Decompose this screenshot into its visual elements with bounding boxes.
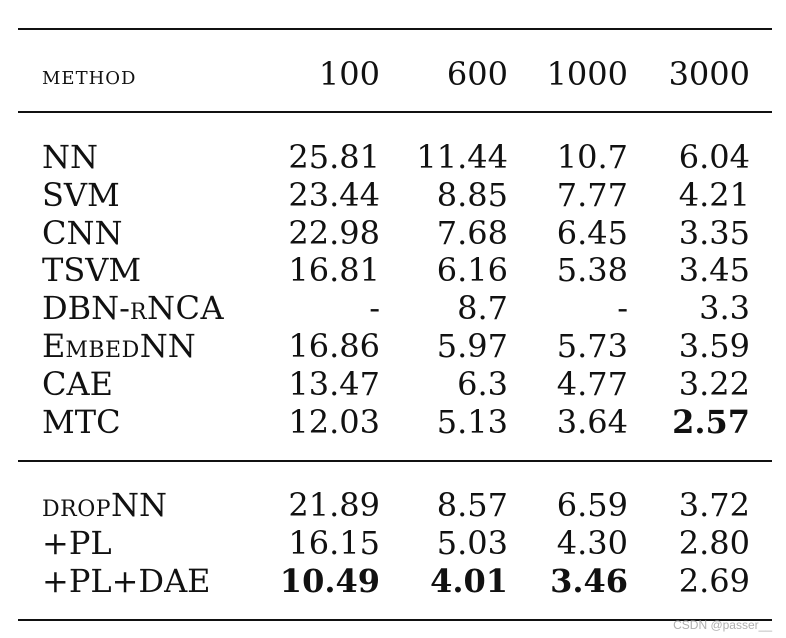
method-part: NN	[139, 327, 196, 365]
cell-600: 6.16	[436, 251, 508, 289]
row-method: +PL+DAE	[42, 562, 211, 600]
row-method: DBN-rNCA	[42, 289, 224, 327]
cell-100: 25.81	[288, 138, 380, 176]
cell-1000: 10.7	[556, 138, 628, 176]
row-method: MTC	[42, 403, 121, 441]
method-part: DBN-	[42, 289, 130, 327]
cell-3000: 3.35	[678, 214, 750, 252]
cell-1000: 6.45	[556, 214, 628, 252]
row-method: +PL	[42, 524, 112, 562]
cell-600: 8.85	[436, 176, 508, 214]
cell-600-best: 4.01	[430, 562, 508, 600]
cell-3000: 6.04	[678, 138, 750, 176]
method-part: NN	[111, 486, 168, 524]
cell-3000: 2.69	[678, 562, 750, 600]
cell-600: 6.3	[457, 365, 508, 403]
method-part-smallcaps: rNCA	[129, 289, 225, 327]
cell-100: 22.98	[288, 214, 380, 252]
cell-1000-best: 3.46	[550, 562, 628, 600]
top-rule	[18, 28, 772, 30]
header-rule	[18, 111, 772, 113]
group-rule	[18, 460, 772, 462]
cell-3000: 3.59	[678, 327, 750, 365]
cell-600: 11.44	[416, 138, 508, 176]
header-col-600: 600	[446, 55, 508, 93]
cell-100: -	[369, 289, 380, 327]
cell-3000-best: 2.57	[672, 403, 750, 441]
cell-1000: 4.77	[556, 365, 628, 403]
cell-600: 7.68	[436, 214, 508, 252]
cell-100: 13.47	[288, 365, 380, 403]
row-method: NN	[42, 138, 98, 176]
cell-600: 5.13	[436, 403, 508, 441]
row-method: SVM	[42, 176, 120, 214]
cell-3000: 4.21	[678, 176, 750, 214]
cell-1000: 5.73	[556, 327, 628, 365]
cell-1000: 5.38	[556, 251, 628, 289]
method-part-smallcaps: mbed	[65, 327, 140, 365]
cell-1000: 6.59	[556, 486, 628, 524]
row-method: dropNN	[42, 486, 167, 524]
cell-3000: 3.22	[678, 365, 750, 403]
cell-100: 16.81	[288, 251, 380, 289]
cell-100-best: 10.49	[279, 562, 380, 600]
cell-1000: -	[617, 289, 628, 327]
cell-3000: 3.3	[699, 289, 750, 327]
cell-600: 8.7	[457, 289, 508, 327]
cell-100: 16.15	[288, 524, 380, 562]
header-col-100: 100	[318, 55, 380, 93]
cell-1000: 4.30	[556, 524, 628, 562]
cell-100: 23.44	[288, 176, 380, 214]
row-method: TSVM	[42, 251, 142, 289]
cell-100: 12.03	[288, 403, 380, 441]
cell-1000: 3.64	[556, 403, 628, 441]
header-method: method	[42, 61, 137, 91]
header-col-1000: 1000	[546, 55, 628, 93]
bottom-rule	[18, 619, 772, 621]
method-part-smallcaps: drop	[42, 486, 112, 524]
cell-100: 21.89	[288, 486, 380, 524]
row-method: CAE	[42, 365, 113, 403]
watermark: CSDN @passer__	[673, 618, 772, 632]
cell-1000: 7.77	[556, 176, 628, 214]
row-method: EmbedNN	[42, 327, 196, 365]
row-method: CNN	[42, 214, 123, 252]
method-part: E	[42, 327, 66, 365]
cell-600: 8.57	[436, 486, 508, 524]
header-col-3000: 3000	[668, 55, 750, 93]
cell-600: 5.97	[436, 327, 508, 365]
cell-3000: 2.80	[678, 524, 750, 562]
cell-3000: 3.45	[678, 251, 750, 289]
cell-3000: 3.72	[678, 486, 750, 524]
cell-100: 16.86	[288, 327, 380, 365]
cell-600: 5.03	[436, 524, 508, 562]
